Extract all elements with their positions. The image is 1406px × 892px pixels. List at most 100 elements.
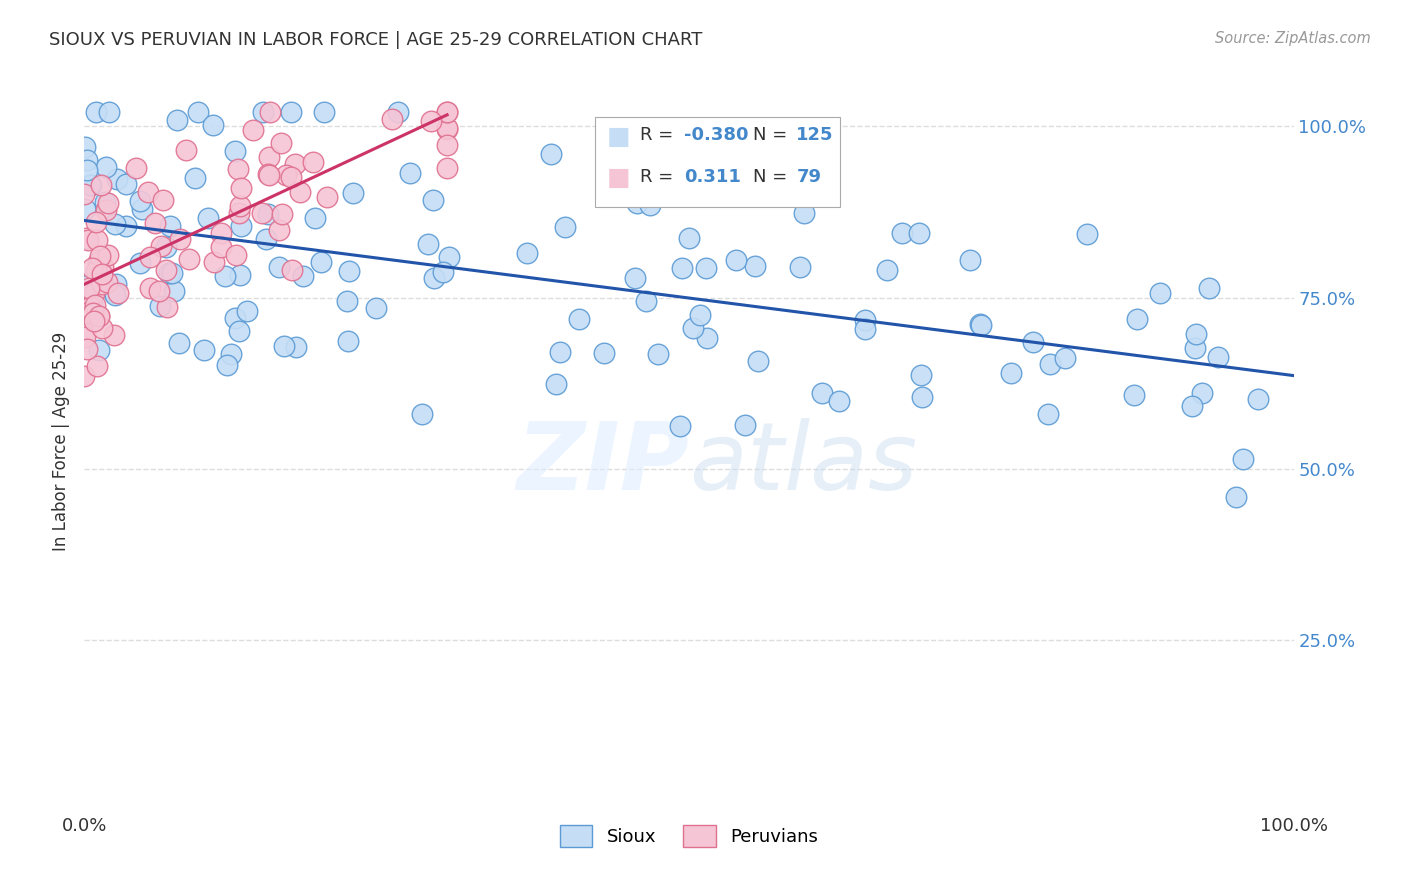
Point (281, 263, 304, 277)
Point (193, 343, 215, 357)
Point (810, 386, 832, 401)
Point (129, 194, 152, 208)
Point (1000, 366, 1022, 380)
Point (970, 318, 993, 332)
Point (75, 327, 97, 342)
Point (280, 170, 302, 185)
Point (1191, 385, 1213, 400)
Point (548, 344, 571, 359)
Point (1036, 407, 1059, 421)
Point (187, 105, 209, 120)
Point (73, 368, 96, 383)
Text: N =: N = (752, 127, 793, 145)
Text: 125: 125 (796, 127, 834, 145)
Point (270, 136, 292, 150)
Point (254, 232, 277, 246)
Point (97, 248, 120, 262)
Point (387, 105, 409, 120)
Point (284, 157, 307, 171)
Point (97, 196, 120, 211)
Point (174, 143, 197, 157)
Point (381, 112, 404, 126)
Point (1149, 286, 1171, 301)
Point (418, 236, 440, 251)
Point (94, 160, 117, 174)
Point (1181, 399, 1204, 413)
Point (1232, 452, 1254, 467)
Point (959, 252, 981, 267)
Point (636, 294, 658, 309)
Point (1053, 351, 1076, 365)
Point (86, 233, 108, 247)
Point (211, 240, 233, 254)
Point (139, 281, 162, 295)
Point (226, 162, 249, 177)
Point (163, 285, 186, 299)
Point (115, 219, 138, 233)
Point (76, 342, 98, 356)
Point (89, 248, 111, 262)
Point (274, 168, 297, 182)
Point (724, 252, 747, 267)
Point (314, 105, 336, 120)
Point (671, 260, 693, 275)
Point (83, 286, 105, 301)
Point (568, 311, 591, 326)
Point (1225, 490, 1247, 504)
Point (209, 226, 232, 240)
Point (592, 346, 614, 360)
Point (125, 161, 148, 175)
Point (73, 186, 96, 201)
Point (411, 407, 433, 421)
Point (1122, 388, 1144, 402)
Point (250, 206, 273, 220)
Point (828, 393, 851, 408)
Point (169, 232, 191, 246)
Point (911, 390, 934, 404)
Point (366, 301, 388, 315)
Point (259, 105, 281, 120)
Point (76, 163, 98, 178)
Point (87, 309, 110, 323)
Point (76, 153, 98, 168)
Point (84, 105, 107, 120)
Point (787, 181, 810, 195)
Point (219, 347, 242, 361)
Point (77, 234, 100, 248)
Text: R =: R = (640, 127, 679, 145)
Point (215, 358, 238, 372)
Point (96, 202, 118, 217)
Point (1198, 280, 1220, 294)
Point (104, 217, 127, 231)
Point (114, 178, 136, 192)
Point (744, 259, 766, 273)
Text: 0.311: 0.311 (683, 169, 741, 186)
Point (228, 206, 250, 220)
Point (638, 198, 661, 212)
Point (224, 145, 246, 159)
Point (696, 331, 718, 345)
Point (544, 377, 567, 392)
Point (302, 155, 325, 169)
Text: Source: ZipAtlas.com: Source: ZipAtlas.com (1215, 31, 1371, 46)
Point (228, 325, 250, 339)
Point (336, 293, 359, 308)
Point (1246, 392, 1268, 406)
Point (139, 251, 162, 265)
Point (138, 185, 160, 199)
Point (789, 260, 811, 274)
Point (155, 263, 177, 277)
Point (342, 186, 364, 201)
Point (257, 167, 280, 181)
Point (177, 252, 200, 266)
Point (747, 354, 769, 368)
Point (104, 277, 127, 291)
Text: ZIP: ZIP (516, 417, 689, 509)
Point (225, 248, 247, 262)
Point (436, 105, 458, 120)
Point (420, 114, 443, 128)
Point (184, 171, 207, 186)
Point (214, 269, 236, 284)
Point (678, 231, 700, 245)
Point (91, 260, 114, 275)
